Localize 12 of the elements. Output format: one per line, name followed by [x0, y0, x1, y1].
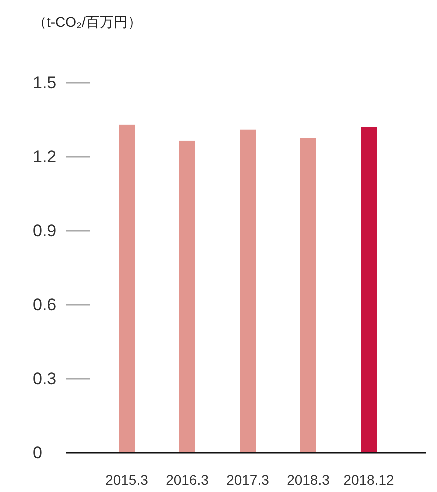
- y-tick-label: 0: [33, 444, 42, 462]
- x-tick-label: 2017.3: [226, 472, 270, 488]
- y-tick-label: 1.2: [33, 148, 57, 166]
- x-tick-label: 2016.3: [166, 472, 210, 488]
- y-tick-label: 0.6: [33, 296, 57, 314]
- x-tick-label: 2018.3: [287, 472, 330, 488]
- y-tick-label: 1.5: [33, 74, 57, 92]
- y-tick-label: 0.9: [33, 222, 57, 240]
- x-tick-label: 2015.3: [106, 472, 149, 488]
- y-tick-label: 0.3: [33, 370, 57, 388]
- y-axis-title: （t-CO₂/百万円）: [33, 14, 142, 30]
- x-tick-label: 2018.12: [344, 472, 395, 488]
